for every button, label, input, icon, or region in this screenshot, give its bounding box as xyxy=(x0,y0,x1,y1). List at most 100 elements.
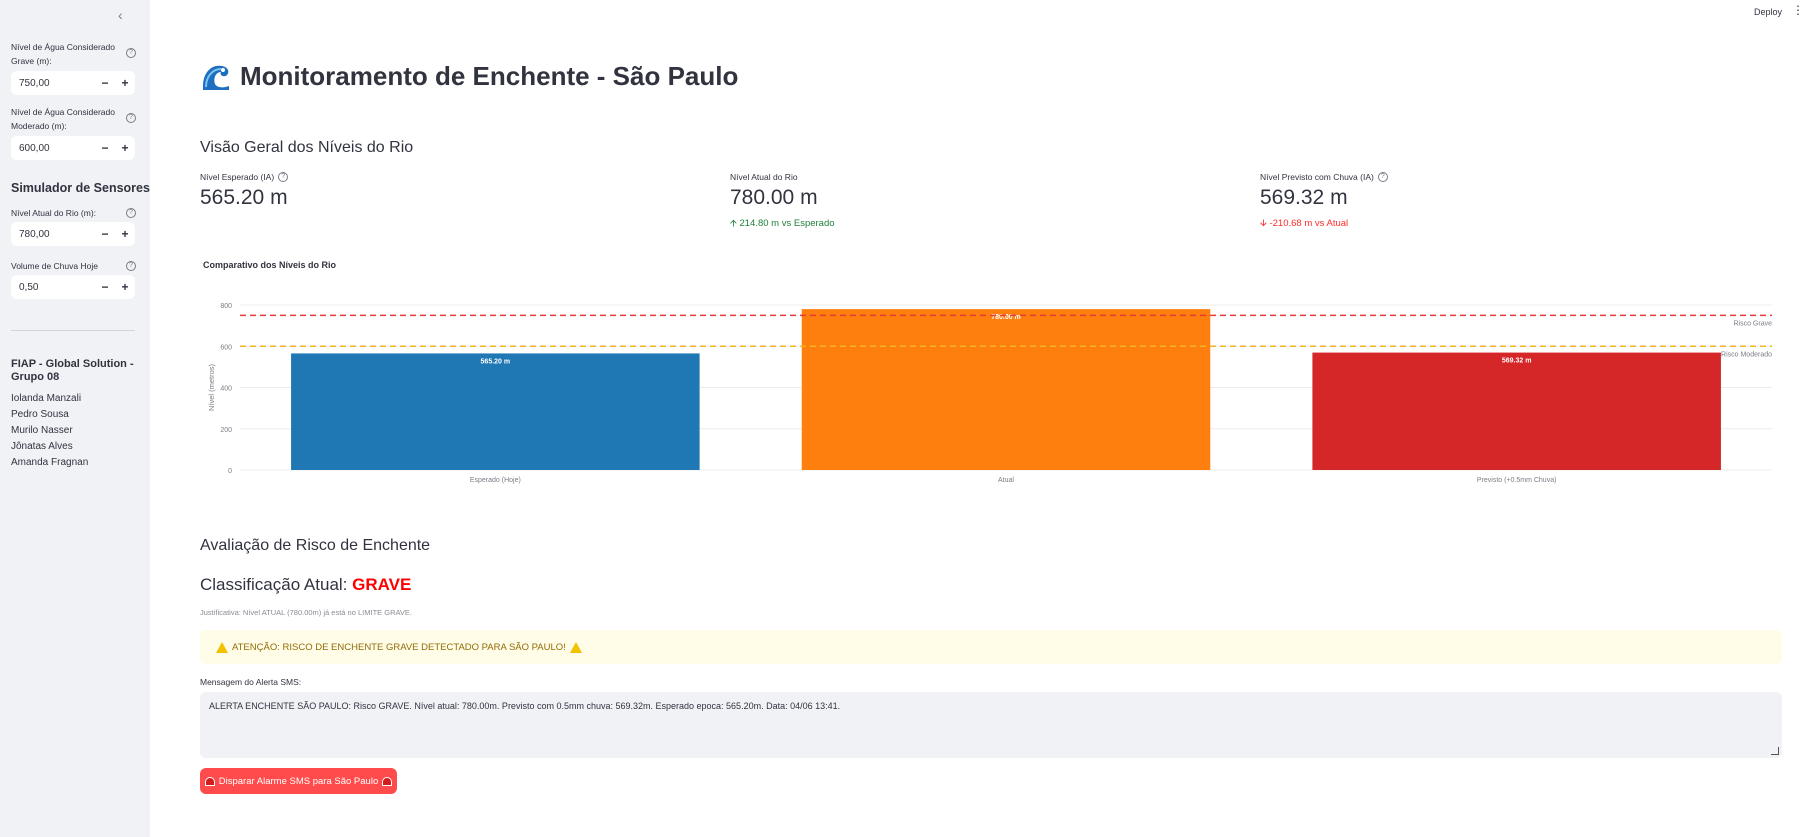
main-content: Monitoramento de Enchente - São Paulo Vi… xyxy=(150,0,1812,837)
risk-classification: Classificação Atual: GRAVE xyxy=(200,575,411,595)
help-icon[interactable]: ? xyxy=(1377,172,1388,182)
rain-volume-input[interactable]: 0,50 − + xyxy=(11,275,135,299)
bar xyxy=(291,353,700,470)
metric-label-text: Nível Previsto com Chuva (IA) xyxy=(1260,172,1374,182)
rain-volume-value[interactable]: 0,50 xyxy=(19,281,39,293)
river-level-value[interactable]: 780,00 xyxy=(19,228,50,240)
metric-label: Nível Previsto com Chuva (IA) ? xyxy=(1260,172,1388,182)
x-tick-label: Previsto (+0.5mm Chuva) xyxy=(1477,477,1557,484)
water-wave-icon xyxy=(200,60,232,92)
increment-button[interactable]: + xyxy=(121,76,129,90)
siren-icon xyxy=(382,776,393,786)
moderate-level-value[interactable]: 600,00 xyxy=(19,142,50,154)
team-member: Iolanda Manzali xyxy=(11,393,82,404)
team-member: Amanda Fragnan xyxy=(11,457,89,468)
levels-bar-chart: 0 200 400 600 800 Nível (metros) 565.20 m Esper… xyxy=(207,303,1772,484)
increment-button[interactable]: + xyxy=(121,227,129,241)
rain-volume-field: Volume de Chuva Hoje (mm): ? 0,50 − + xyxy=(11,259,136,299)
send-sms-alarm-label: Disparar Alarme SMS para São Paulo xyxy=(218,775,379,787)
x-tick-label: Atual xyxy=(998,477,1014,484)
sms-message-text[interactable]: ALERTA ENCHENTE SÃO PAULO: Risco GRAVE. … xyxy=(209,701,841,711)
bar-data-label: 780.00 m xyxy=(991,314,1021,321)
metric-current: Nível Atual do Rio 780.00 m 🡩 214.80 m v… xyxy=(730,172,835,232)
metric-value: 569.32 m xyxy=(1260,186,1348,209)
increment-button[interactable]: + xyxy=(121,141,129,155)
metric-delta-text: -210.68 m vs Atual xyxy=(1269,218,1349,229)
warning-icon xyxy=(569,641,582,653)
grave-level-value[interactable]: 750,00 xyxy=(19,77,50,89)
y-tick-label: 200 xyxy=(220,427,232,434)
grave-level-label: Nível de Água Considerado Grave (m): xyxy=(11,42,115,66)
metric-delta-text: 214.80 m vs Esperado xyxy=(739,218,835,229)
warning-icon xyxy=(216,641,228,653)
help-icon[interactable]: ? xyxy=(126,48,136,58)
metric-value: 565.20 m xyxy=(200,186,288,209)
help-icon[interactable]: ? xyxy=(126,261,136,271)
decrement-button[interactable]: − xyxy=(101,280,109,294)
metric-label: Nível Esperado (IA) ? xyxy=(200,172,289,182)
y-tick-label: 800 xyxy=(220,303,232,310)
team-member: Murilo Nasser xyxy=(11,425,73,436)
y-tick-label: 600 xyxy=(220,344,232,351)
help-icon[interactable]: ? xyxy=(126,113,136,123)
page-title: Monitoramento de Enchente - São Paulo xyxy=(240,60,739,91)
help-icon[interactable]: ? xyxy=(278,172,289,182)
decrement-button[interactable]: − xyxy=(101,76,109,90)
metric-label-text: Nível Esperado (IA) xyxy=(200,172,275,182)
sms-message-textarea[interactable]: ALERTA ENCHENTE SÃO PAULO: Risco GRAVE. … xyxy=(200,692,1782,758)
overview-section-title: Visão Geral dos Níveis do Rio xyxy=(200,139,414,156)
bar xyxy=(1312,352,1721,470)
grave-level-input[interactable]: 750,00 − + xyxy=(11,71,135,95)
team-member: Jônatas Alves xyxy=(11,441,73,452)
metric-delta: 🡫 -210.68 m vs Atual xyxy=(1260,216,1388,232)
y-tick-label: 0 xyxy=(228,468,232,475)
sidebar-divider xyxy=(11,330,135,331)
y-axis-label: Nível (metros) xyxy=(207,363,216,411)
metric-delta: 🡩 214.80 m vs Esperado xyxy=(730,216,835,232)
river-level-input[interactable]: 780,00 − + xyxy=(11,222,135,246)
metric-value: 780.00 m xyxy=(730,186,818,209)
resize-handle-icon[interactable] xyxy=(1771,747,1779,755)
arrow-up-icon: 🡩 xyxy=(730,218,737,229)
team-member: Pedro Sousa xyxy=(11,409,69,420)
y-tick-label: 400 xyxy=(220,386,232,393)
moderate-level-input[interactable]: 600,00 − + xyxy=(11,136,135,160)
deploy-button[interactable]: Deploy xyxy=(1753,7,1782,17)
risk-class-prefix: Classificação Atual: xyxy=(200,575,353,594)
sidebar: ‹ Nível de Água Considerado Grave (m): ?… xyxy=(0,0,150,837)
bar xyxy=(801,309,1211,470)
main-menu-icon[interactable]: ⋮ xyxy=(1792,3,1804,17)
arrow-down-icon: 🡫 xyxy=(1260,218,1267,229)
reference-line-label: Risco Moderado xyxy=(1721,351,1772,358)
send-sms-alarm-button[interactable]: Disparar Alarme SMS para São Paulo xyxy=(200,768,397,794)
chart-title: Comparativo dos Níveis do Rio xyxy=(203,260,337,270)
warning-alert: ATENÇÃO: RISCO DE ENCHENTE GRAVE DETECTA… xyxy=(200,630,1782,664)
metric-label: Nível Atual do Rio xyxy=(730,172,835,182)
risk-class-value: GRAVE xyxy=(352,575,412,594)
bar-data-label: 569.32 m xyxy=(1502,358,1532,365)
simulator-title: Simulador de Sensores xyxy=(11,181,150,195)
river-level-field: Nível Atual do Rio (m): ? 780,00 − + xyxy=(11,206,136,246)
metric-expected: Nível Esperado (IA) ? 565.20 m xyxy=(200,172,289,210)
grave-level-field: Nível de Água Considerado Grave (m): ? 7… xyxy=(11,40,136,95)
reference-line-label: Risco Grave xyxy=(1733,320,1772,327)
team-title: FIAP - Global Solution - Grupo 08 xyxy=(11,358,134,383)
decrement-button[interactable]: − xyxy=(101,227,109,241)
river-level-label: Nível Atual do Rio (m): xyxy=(11,208,97,218)
metric-forecast: Nível Previsto com Chuva (IA) ? 569.32 m… xyxy=(1260,172,1388,232)
warning-alert-text: ATENÇÃO: RISCO DE ENCHENTE GRAVE DETECTA… xyxy=(232,641,566,653)
bar-data-label: 565.20 m xyxy=(481,358,511,365)
x-tick-label: Esperado (Hoje) xyxy=(470,477,521,484)
decrement-button[interactable]: − xyxy=(101,141,109,155)
increment-button[interactable]: + xyxy=(121,280,129,294)
moderate-level-field: Nível de Água Considerado Moderado (m): … xyxy=(11,105,136,160)
metric-label-text: Nível Atual do Rio xyxy=(730,172,798,182)
help-icon[interactable]: ? xyxy=(126,208,136,218)
collapse-sidebar-icon[interactable]: ‹ xyxy=(118,7,123,23)
risk-section-title: Avaliação de Risco de Enchente xyxy=(200,537,431,554)
moderate-level-label: Nível de Água Considerado Moderado (m): xyxy=(11,107,115,131)
sms-message-label: Mensagem do Alerta SMS: xyxy=(200,677,302,687)
siren-icon xyxy=(204,776,215,786)
page-title-row: Monitoramento de Enchente - São Paulo xyxy=(200,60,738,92)
risk-justification: Justificativa: Nível ATUAL (780.00m) já … xyxy=(200,608,413,617)
